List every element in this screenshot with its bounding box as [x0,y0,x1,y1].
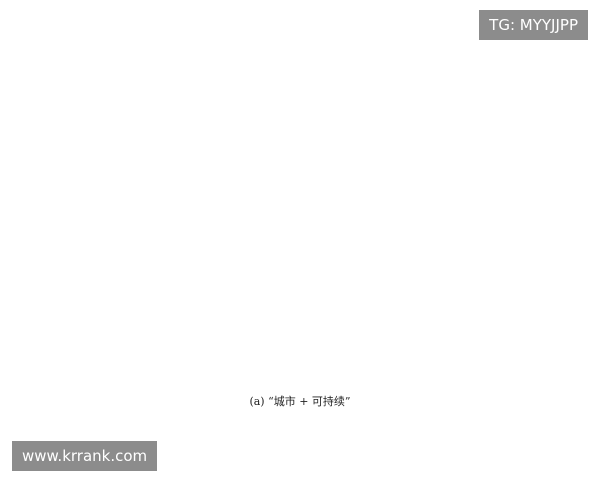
caption: (a) “城市 + 可持续” [249,394,350,408]
watermark: www.krrank.com [12,441,158,471]
watermark: TG: MYYJJPP [479,10,588,40]
